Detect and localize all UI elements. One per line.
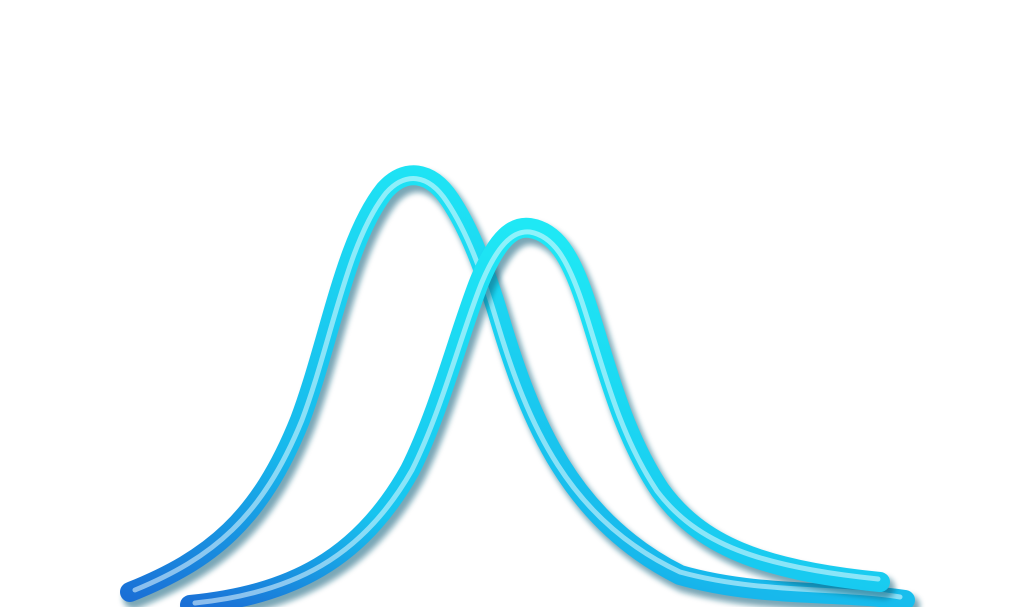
right-peak-curve bbox=[180, 217, 895, 607]
left-peak-curve bbox=[120, 165, 920, 607]
